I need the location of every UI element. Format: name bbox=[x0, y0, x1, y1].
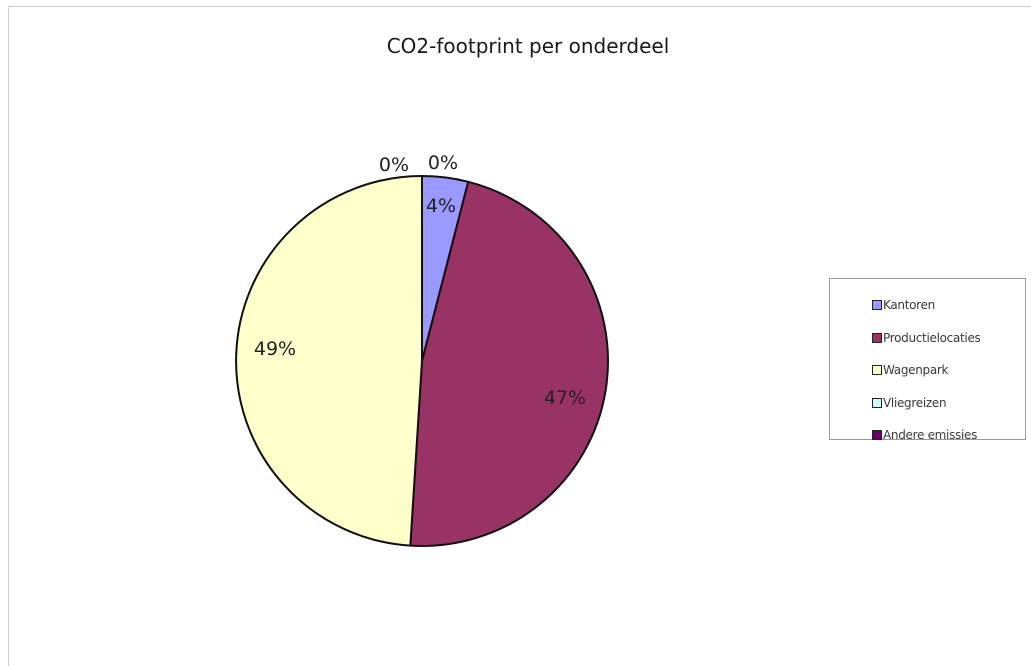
legend-swatch-vliegreizen bbox=[872, 397, 882, 408]
legend: Kantoren Productielocaties Wagenpark Vli… bbox=[829, 278, 1026, 442]
pie-slice-wagenpark bbox=[235, 175, 423, 547]
legend-swatch-wagenpark bbox=[872, 365, 882, 376]
legend-swatch-productielocaties bbox=[872, 332, 882, 343]
legend-label-vliegreizen: Vliegreizen bbox=[883, 395, 947, 410]
legend-label-productielocaties: Productielocaties bbox=[883, 330, 981, 345]
legend-swatch-kantoren bbox=[872, 300, 882, 311]
legend-label-andere-emissies: Andere emissies bbox=[883, 428, 978, 443]
legend-label-kantoren: Kantoren bbox=[883, 298, 935, 313]
legend-item-vliegreizen: Vliegreizen bbox=[830, 387, 1025, 420]
legend-label-wagenpark: Wagenpark bbox=[883, 363, 949, 378]
legend-item-wagenpark: Wagenpark bbox=[830, 354, 1025, 387]
pie-slice-productielocaties bbox=[409, 180, 609, 547]
legend-item-andere-emissies: Andere emissies bbox=[830, 419, 1025, 452]
data-label-andere-emissies: 0% bbox=[428, 152, 458, 174]
data-label-wagenpark: 49% bbox=[254, 338, 296, 360]
chart-title: CO2-footprint per onderdeel bbox=[386, 34, 670, 58]
data-label-productielocaties: 47% bbox=[544, 387, 586, 409]
legend-item-productielocaties: Productielocaties bbox=[830, 322, 1025, 355]
data-label-kantoren: 4% bbox=[426, 195, 456, 217]
pie-chart: 4% 47% 49% 0% 0% bbox=[235, 152, 609, 547]
data-label-vliegreizen: 0% bbox=[379, 154, 409, 176]
legend-item-kantoren: Kantoren bbox=[830, 289, 1025, 322]
legend-swatch-andere-emissies bbox=[872, 430, 882, 441]
